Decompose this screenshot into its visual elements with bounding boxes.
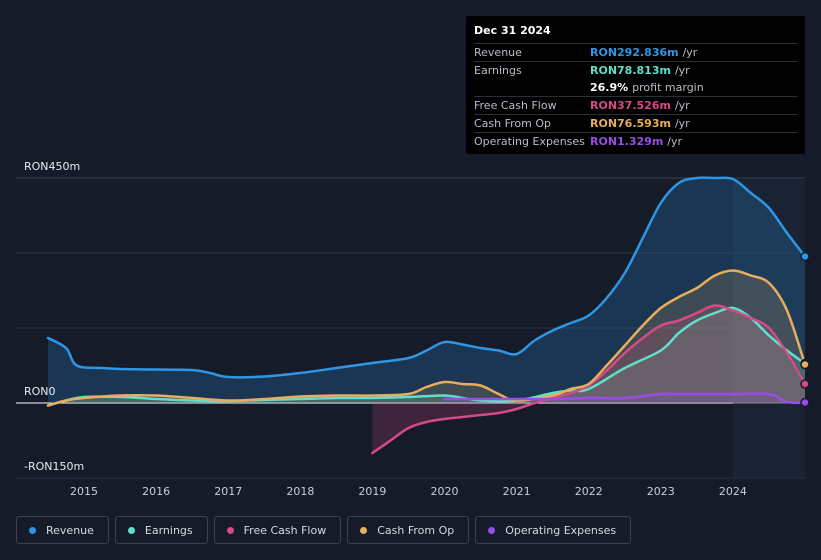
x-tick-label: 2017: [214, 485, 242, 498]
tooltip-label: Cash From Op: [474, 117, 552, 130]
x-tick-label: 2021: [503, 485, 531, 498]
tooltip-unit: /yr: [674, 117, 690, 130]
y-axis-bottom-label: -RON150m: [24, 460, 85, 473]
series-area-cash-from-op: [48, 270, 805, 406]
tooltip-row-operating-expenses: Operating Expenses RON1.329m /yr: [474, 132, 797, 150]
tooltip-value: RON76.593m: [590, 117, 671, 130]
x-tick-label: 2019: [358, 485, 386, 498]
legend-dot-icon: [488, 526, 496, 534]
x-tick-label: 2024: [719, 485, 747, 498]
legend-dot-icon: [127, 526, 135, 534]
chart-legend: Revenue Earnings Free Cash Flow Cash Fro…: [16, 516, 632, 544]
tooltip-row-profit-margin: 26.9% profit margin: [474, 79, 797, 96]
tooltip-row-earnings: Earnings RON78.813m /yr: [474, 61, 797, 79]
x-axis-ticks: 2015 2016 2017 2018 2019 2020 2021 2022 2023 2024: [70, 485, 747, 498]
x-tick-label: 2016: [142, 485, 170, 498]
x-tick-label: 2020: [431, 485, 459, 498]
legend-dot-icon: [360, 526, 368, 534]
data-tooltip: Dec 31 2024 Revenue RON292.836m /yr Earn…: [466, 16, 805, 154]
series-endpoint-revenue: [800, 251, 810, 262]
tooltip-row-free-cash-flow: Free Cash Flow RON37.526m /yr: [474, 96, 797, 114]
tooltip-unit: /yr: [674, 99, 690, 112]
legend-item-free-cash-flow[interactable]: Free Cash Flow: [213, 516, 342, 544]
tooltip-row-cash-from-op: Cash From Op RON76.593m /yr: [474, 114, 797, 132]
series-lines: [46, 176, 807, 455]
legend-label: Free Cash Flow: [243, 523, 327, 537]
tooltip-value: RON1.329m: [590, 135, 664, 148]
tooltip-unit: /yr: [682, 46, 698, 59]
tooltip-value: RON37.526m: [590, 99, 671, 112]
tooltip-value: 26.9%: [590, 81, 629, 94]
tooltip-value: RON292.836m: [590, 46, 679, 59]
legend-label: Earnings: [144, 523, 193, 537]
legend-label: Revenue: [46, 523, 94, 537]
tooltip-unit: profit margin: [632, 81, 704, 94]
legend-label: Cash From Op: [377, 523, 455, 537]
legend-label: Operating Expenses: [505, 523, 617, 537]
tooltip-value: RON78.813m: [590, 64, 671, 77]
tooltip-label: Operating Expenses: [474, 135, 585, 148]
series-line-operating-expenses: [443, 392, 807, 404]
legend-item-cash-from-op[interactable]: Cash From Op: [347, 516, 470, 544]
y-axis-top-label: RON450m: [24, 160, 81, 173]
series-endpoint-free-cash-flow: [800, 379, 810, 389]
series-area-earnings: [48, 307, 805, 406]
tooltip-unit: /yr: [667, 135, 683, 148]
series-line-earnings: [46, 306, 807, 407]
legend-dot-icon: [29, 526, 36, 534]
series-area-revenue: [48, 177, 805, 403]
series-line-free-cash-flow: [371, 304, 807, 455]
x-tick-label: 2018: [286, 485, 314, 498]
tooltip-date: Dec 31 2024: [474, 24, 551, 37]
tooltip-unit: /yr: [674, 64, 690, 77]
series-endpoint-operating-expenses: [800, 397, 810, 408]
gridlines: [16, 177, 805, 479]
legend-item-operating-expenses[interactable]: Operating Expenses: [475, 516, 632, 544]
series-line-revenue: [46, 176, 807, 379]
tooltip-label: Revenue: [474, 46, 522, 59]
x-tick-label: 2023: [647, 485, 675, 498]
legend-item-earnings[interactable]: Earnings: [114, 516, 208, 544]
x-tick-label: 2015: [70, 485, 98, 498]
y-axis-zero-label: RON0: [24, 385, 56, 398]
tooltip-label: Earnings: [474, 64, 522, 77]
legend-item-revenue[interactable]: Revenue: [16, 516, 109, 544]
tooltip-row-revenue: Revenue RON292.836m /yr: [474, 43, 797, 61]
series-line-cash-from-op: [46, 269, 807, 407]
tooltip-label: Free Cash Flow: [474, 99, 557, 112]
x-tick-label: 2022: [575, 485, 603, 498]
legend-dot-icon: [226, 526, 234, 534]
series-endpoints: [800, 251, 810, 408]
series-endpoint-cash-from-op: [800, 359, 810, 370]
series-area-free-cash-flow: [372, 305, 805, 453]
